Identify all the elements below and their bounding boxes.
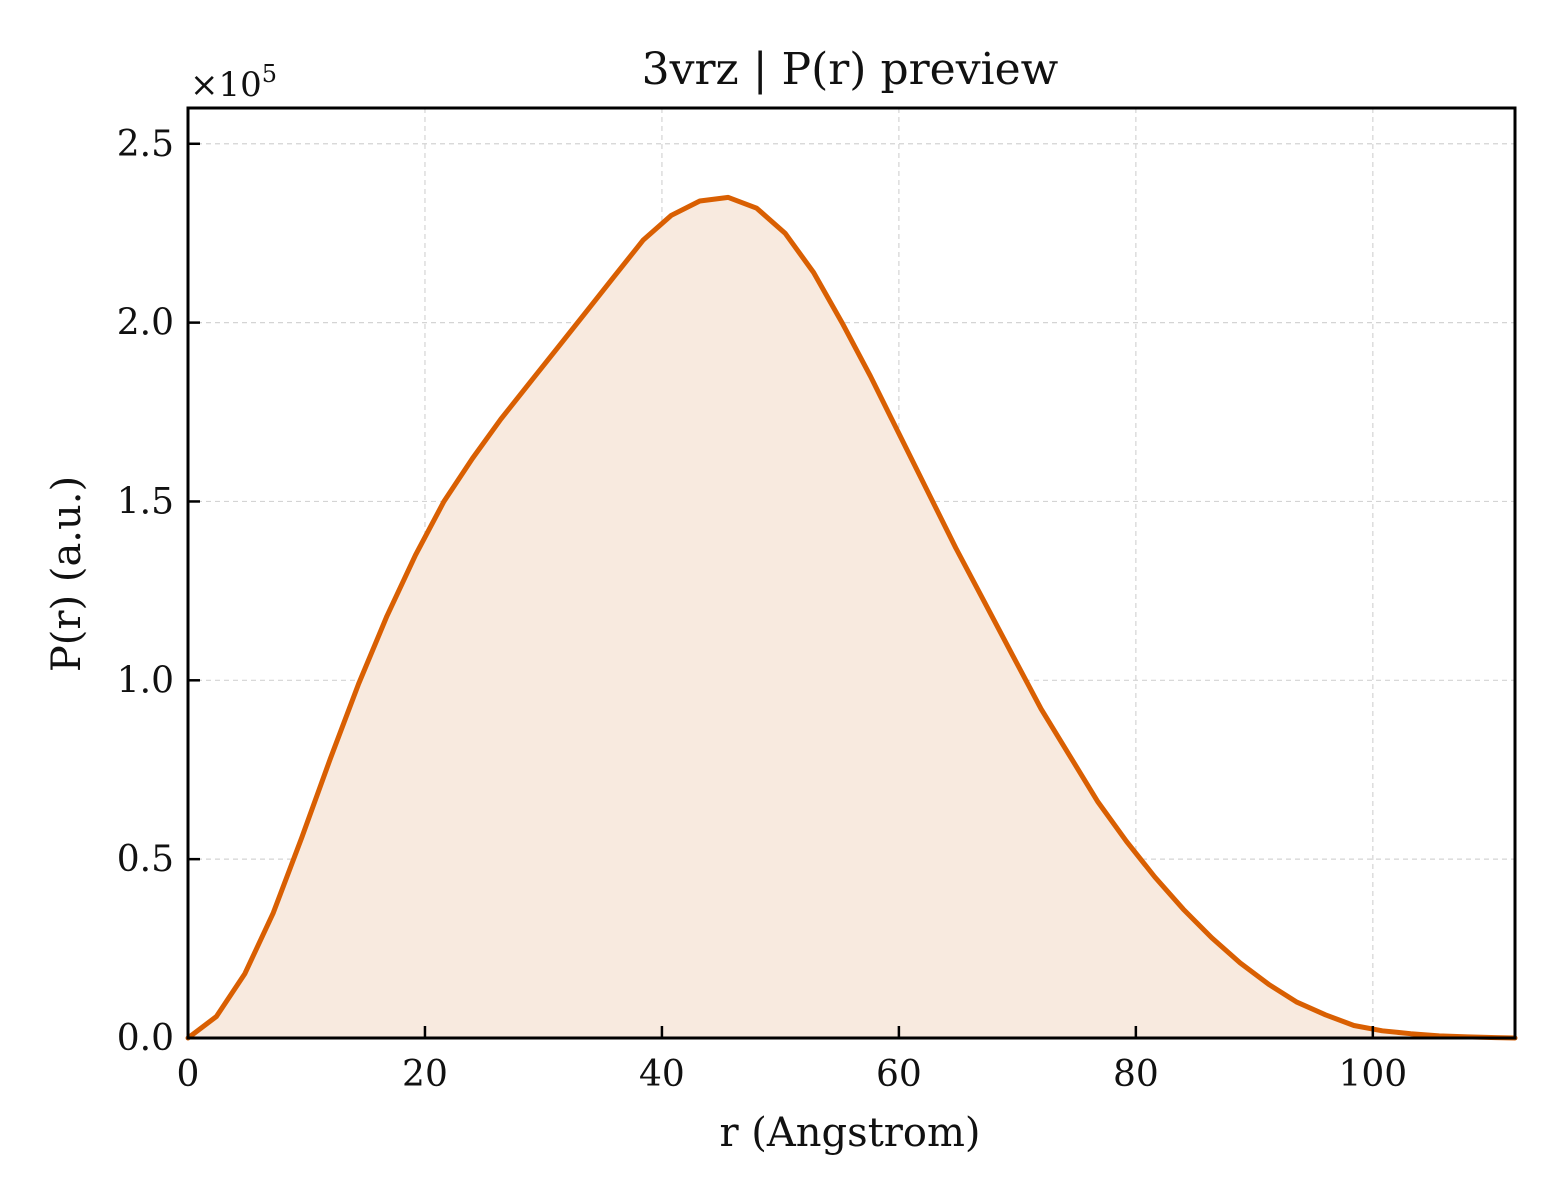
axis-ticks: 0 20 40 60 80 100 0.0 0.5 1.0 1.5 2.0 2.5 [117, 124, 1407, 1095]
x-tick-label: 100 [1338, 1054, 1407, 1095]
x-tick-label: 80 [1113, 1054, 1159, 1095]
y-axis-multiplier-exponent: 5 [262, 60, 277, 88]
y-tick-label: 1.0 [117, 660, 174, 701]
y-axis-multiplier-base: ×10 [190, 65, 262, 105]
y-axis-multiplier: ×105 [190, 60, 277, 105]
x-axis-label: r (Angstrom) [719, 1110, 980, 1156]
y-axis-label: P(r) (a.u.) [44, 476, 90, 672]
x-tick-label: 60 [876, 1054, 922, 1095]
y-tick-label: 0.0 [117, 1018, 174, 1059]
y-tick-label: 2.0 [117, 303, 174, 344]
chart-title: 3vrz | P(r) preview [642, 44, 1059, 95]
x-tick-label: 40 [639, 1054, 685, 1095]
y-tick-label: 1.5 [117, 481, 174, 522]
area-fill [188, 197, 1515, 1038]
plot-frame [186, 106, 1517, 1040]
x-tick-label: 20 [402, 1054, 448, 1095]
y-tick-label: 2.5 [117, 124, 174, 165]
x-tick-label: 0 [177, 1054, 200, 1095]
series-line [185, 194, 1518, 1041]
y-tick-label: 0.5 [117, 839, 174, 880]
